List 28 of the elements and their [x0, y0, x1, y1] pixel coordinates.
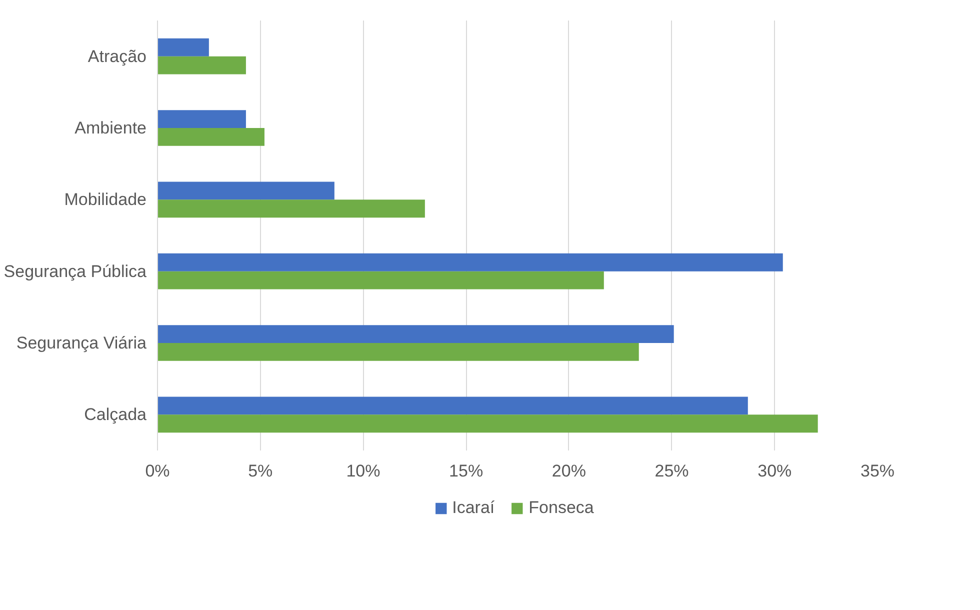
- x-tick-label: 30%: [758, 462, 792, 480]
- y-tick-label: Segurança Pública: [4, 262, 148, 281]
- bar: [158, 128, 264, 146]
- bar: [158, 343, 639, 361]
- x-tick-label: 20%: [552, 462, 586, 480]
- bar: [158, 253, 783, 272]
- x-tick-label: 5%: [248, 462, 273, 480]
- x-tick-label: 10%: [346, 462, 380, 480]
- y-tick-label: Calçada: [84, 405, 148, 424]
- x-tick-label: 35%: [860, 462, 895, 480]
- legend-label: Fonseca: [528, 498, 594, 518]
- bar: [158, 271, 604, 290]
- x-tick-label: 25%: [654, 462, 689, 480]
- legend-label: Icaraí: [452, 498, 495, 518]
- bar: [158, 414, 818, 433]
- y-tick-label: Atração: [88, 46, 147, 66]
- y-tick-label: Mobilidade: [64, 190, 147, 210]
- bar: [158, 325, 674, 343]
- bar: [158, 38, 209, 56]
- x-tick-label: 0%: [145, 462, 170, 480]
- y-tick-label: Ambiente: [74, 118, 147, 138]
- bar: [158, 396, 748, 415]
- bar: [158, 182, 334, 200]
- bar: [158, 110, 246, 128]
- bar: [158, 200, 425, 218]
- y-tick-label: Segurança Viária: [16, 334, 148, 352]
- x-tick-label: 15%: [449, 462, 484, 480]
- bar: [158, 56, 246, 74]
